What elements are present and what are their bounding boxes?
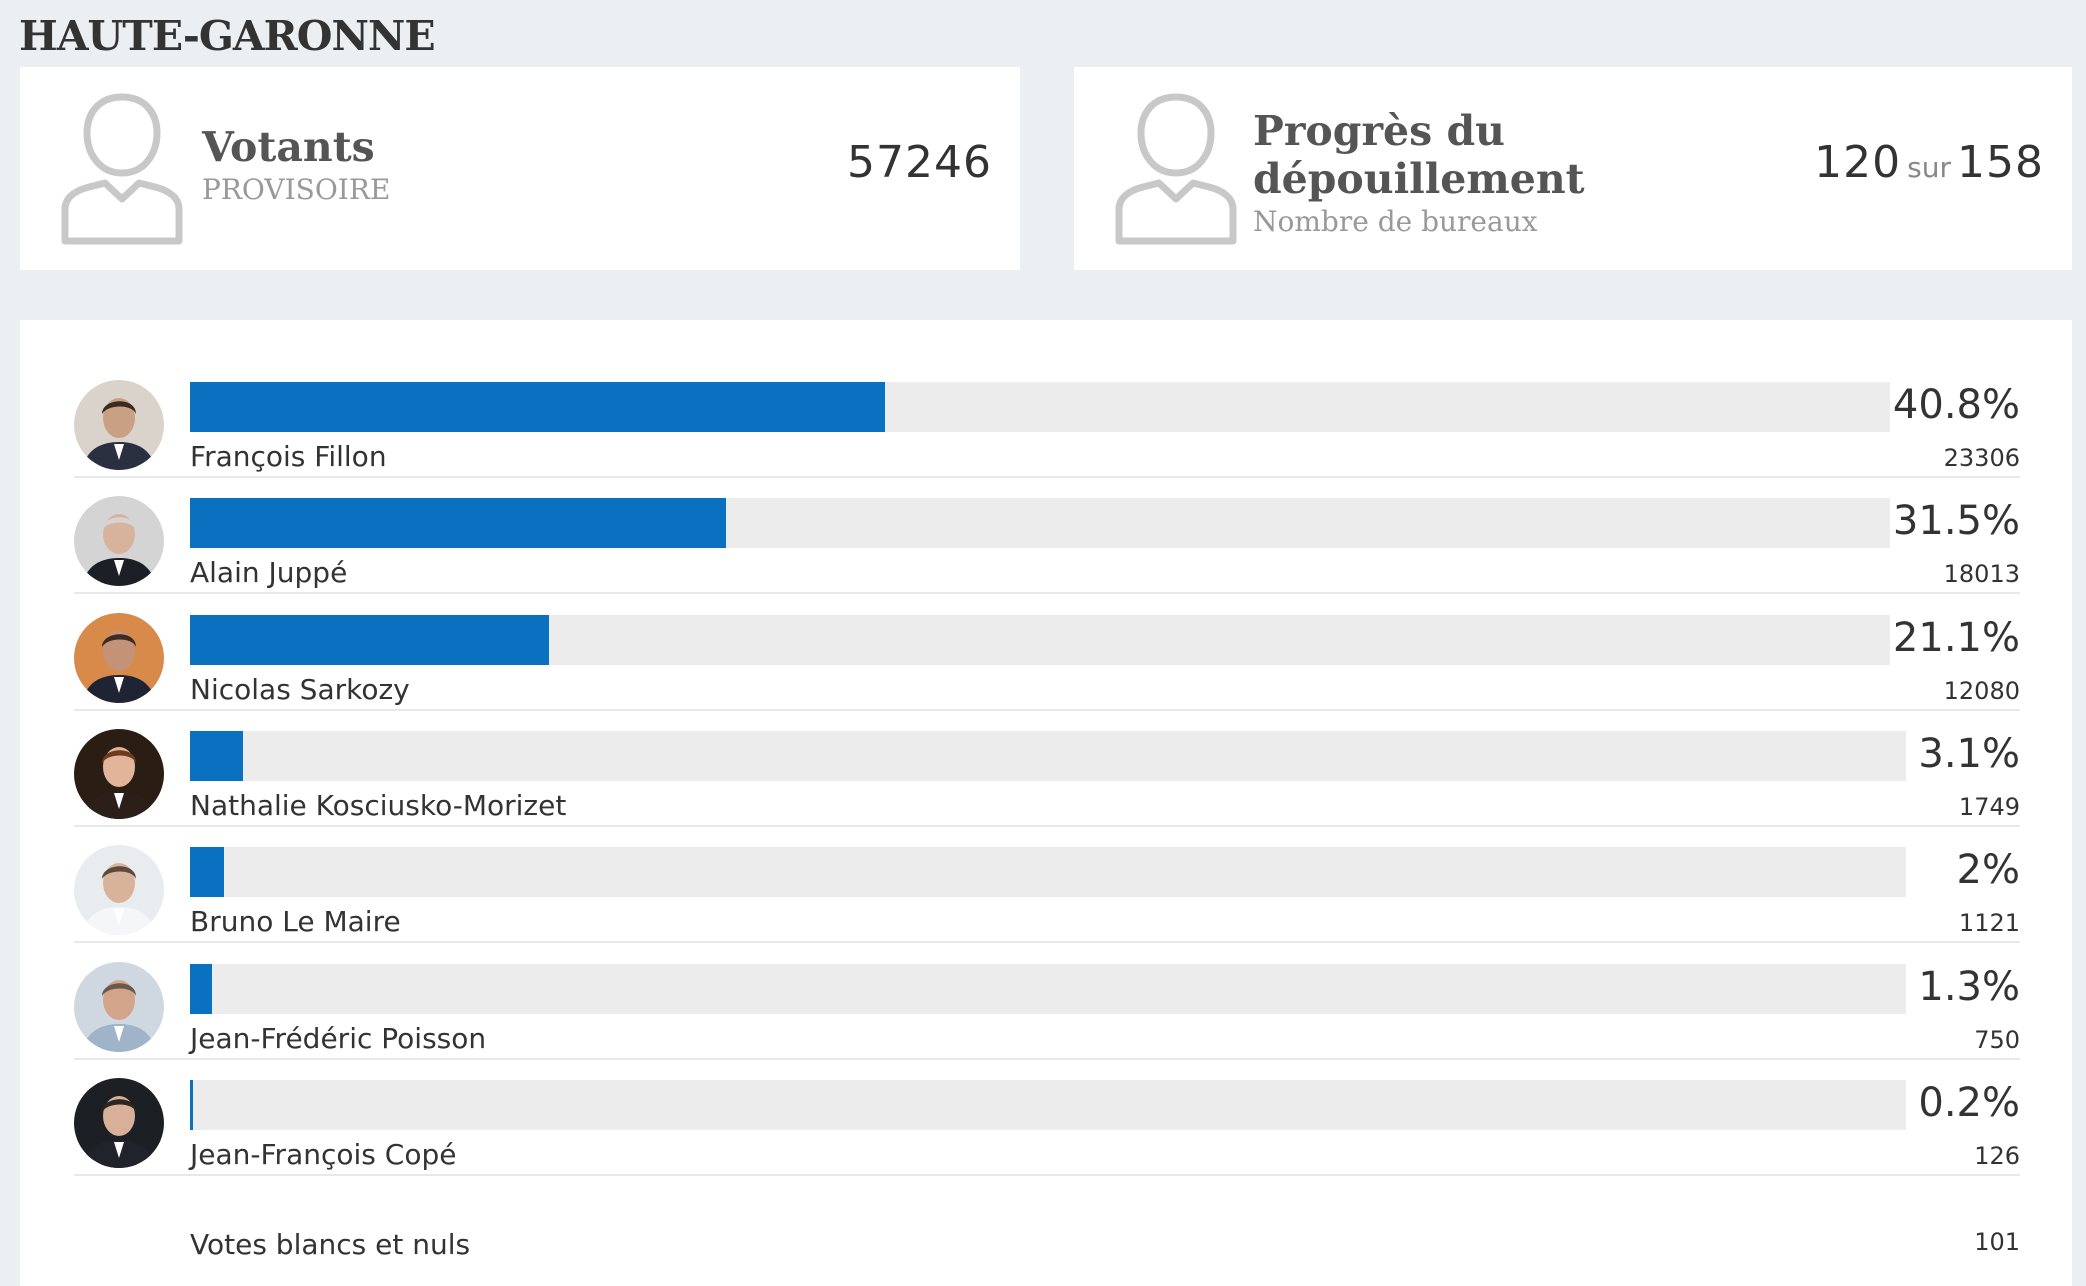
candidate-name: François Fillon: [190, 440, 387, 473]
candidate-percent: 2%: [1956, 847, 2020, 894]
candidate-votes: 1121: [1958, 909, 2020, 938]
candidate-votes: 750: [1974, 1025, 2020, 1054]
voters-value: 57246: [847, 137, 992, 188]
progress-title: Progrès du dépouillement: [1253, 107, 1585, 203]
blank-votes-row: Votes blancs et nuls 101: [74, 1220, 2020, 1280]
progress-card: Progrès du dépouillement Nombre de burea…: [1074, 67, 2072, 270]
candidate-name: Bruno Le Maire: [190, 905, 401, 939]
candidate-percent: 21.1%: [1892, 614, 2020, 661]
candidate-percent: 3.1%: [1918, 730, 2020, 777]
vote-bar-track: [190, 963, 1906, 1014]
candidate-votes: 126: [1974, 1141, 2020, 1170]
candidate-name: Alain Juppé: [190, 556, 348, 590]
candidate-row: Jean-Frédéric Poisson 1.3% 750: [74, 942, 2020, 1060]
candidate-percent: 31.5%: [1892, 498, 2020, 545]
person-icon: [1115, 93, 1237, 245]
vote-bar-fill: [190, 730, 243, 781]
progress-total: 158: [1957, 137, 2044, 188]
vote-bar-fill: [190, 1079, 194, 1130]
candidate-avatar: [74, 728, 164, 819]
candidate-name: Nathalie Kosciusko-Morizet: [190, 788, 567, 822]
candidate-row: François Fillon 40.8% 23306: [74, 360, 2020, 478]
candidate-row: Nathalie Kosciusko-Morizet 3.1% 1749: [74, 709, 2020, 827]
blank-votes-label: Votes blancs et nuls: [190, 1228, 471, 1261]
candidate-avatar: [74, 845, 164, 936]
progress-counted: 120: [1814, 137, 1902, 188]
vote-bar-fill: [190, 382, 885, 432]
candidate-name: Jean-Frédéric Poisson: [190, 1021, 487, 1055]
candidate-avatar: [74, 1077, 164, 1168]
vote-bar-track: [190, 382, 1890, 432]
vote-bar-track: [190, 730, 1906, 781]
blank-votes-value: 101: [1974, 1228, 2020, 1256]
candidate-row: Bruno Le Maire 2% 1121: [74, 825, 2020, 944]
results-panel: François Fillon 40.8% 23306 Alain Juppé 31.5…: [20, 320, 2072, 1286]
candidate-percent: 40.8%: [1892, 382, 2020, 428]
candidate-row: Nicolas Sarkozy 21.1% 12080: [74, 593, 2020, 711]
vote-bar-track: [190, 498, 1890, 549]
vote-bar-fill: [190, 963, 213, 1014]
progress-subtitle: Nombre de bureaux: [1253, 205, 1538, 238]
candidate-avatar: [74, 496, 164, 587]
candidate-avatar: [74, 612, 164, 703]
voters-subtitle: PROVISOIRE: [202, 173, 391, 206]
vote-bar-fill: [190, 614, 550, 665]
voters-card: Votants PROVISOIRE 57246: [20, 67, 1020, 270]
candidate-votes: 23306: [1943, 444, 2020, 472]
region-title: HAUTE-GARONNE: [19, 12, 436, 60]
vote-bar-fill: [190, 498, 727, 549]
candidate-row: Alain Juppé 31.5% 18013: [74, 476, 2020, 595]
candidate-name: Nicolas Sarkozy: [190, 672, 410, 706]
candidate-avatar: [74, 961, 164, 1052]
candidate-votes: 18013: [1943, 560, 2020, 589]
candidate-percent: 0.2%: [1918, 1079, 2020, 1126]
candidate-percent: 1.3%: [1918, 963, 2020, 1010]
vote-bar-track: [190, 1079, 1906, 1130]
vote-bar-track: [190, 614, 1890, 665]
candidate-name: Jean-François Copé: [190, 1137, 457, 1171]
progress-value: 120 sur 158: [1814, 137, 2044, 188]
person-icon: [61, 93, 183, 245]
progress-separator: sur: [1907, 151, 1952, 184]
candidate-votes: 1749: [1958, 792, 2020, 821]
candidate-votes: 12080: [1943, 676, 2020, 705]
vote-bar-fill: [190, 847, 225, 898]
voters-title: Votants: [202, 123, 375, 171]
vote-bar-track: [190, 847, 1906, 898]
candidate-avatar: [74, 380, 164, 470]
candidate-row: Jean-François Copé 0.2% 126: [74, 1058, 2020, 1176]
